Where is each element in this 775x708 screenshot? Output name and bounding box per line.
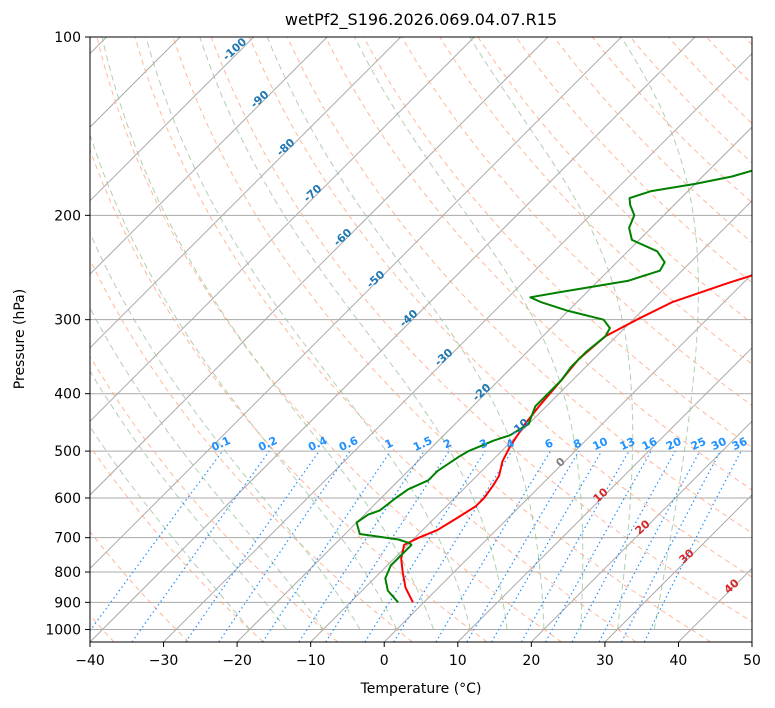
moist-adiabat-line <box>90 231 361 630</box>
mixing-ratio-label: 30 <box>709 435 729 453</box>
x-tick-label: 20 <box>522 653 540 669</box>
x-tick-label: 0 <box>380 653 389 669</box>
mixing-ratio-line <box>325 450 450 642</box>
isotherm-line <box>604 494 752 642</box>
moist-adiabat-line <box>90 370 287 630</box>
dry-adiabat-line <box>439 37 752 365</box>
moist-adiabat-line <box>145 37 471 630</box>
dry-adiabat-line <box>172 37 712 642</box>
mixing-ratio-label: 36 <box>730 435 750 453</box>
isotherm-line <box>530 420 752 642</box>
dry-adiabat-line <box>96 37 562 642</box>
y-tick-label: 600 <box>54 491 81 507</box>
x-axis-title: Temperature (°C) <box>360 681 482 697</box>
isotherm-line <box>457 347 752 642</box>
isotherm-line <box>90 37 328 275</box>
background-lines <box>90 37 752 642</box>
isotherm-line <box>163 52 752 642</box>
x-tick-label: −30 <box>149 653 179 669</box>
mixing-ratio-label: 25 <box>689 435 708 453</box>
isotherm-line <box>236 126 752 642</box>
isotherm-line <box>90 37 549 496</box>
moist-adiabat-line <box>90 133 398 630</box>
isotherm-line <box>90 37 475 423</box>
dry-adiabat-line <box>90 258 413 642</box>
x-tick-label: 50 <box>743 653 761 669</box>
dry-adiabat-line <box>401 37 752 407</box>
y-tick-label: 300 <box>54 313 81 329</box>
sounding-profiles <box>355 169 752 603</box>
mixing-ratio-line <box>131 450 270 642</box>
isotherm-line <box>90 37 622 570</box>
isotherm-line <box>90 37 255 202</box>
y-tick-label: 500 <box>54 444 81 460</box>
axes: −40 −30 −20 −10 0 10 20 30 40 50 100 200 300 400 500 60… <box>45 30 761 669</box>
mixing-ratio-line <box>298 450 425 642</box>
chart-title: wetPf2_S196.2026.069.04.07.R15 <box>285 10 557 30</box>
dry-adiabat-line <box>286 37 752 534</box>
moist-adiabat-line <box>101 37 435 630</box>
y-tick-label: 400 <box>54 387 81 403</box>
moist-adiabat-line <box>354 37 584 630</box>
y-tick-label: 1000 <box>45 622 81 638</box>
plot-frame <box>89 36 753 643</box>
moist-adiabat-line <box>469 37 634 630</box>
plot-area <box>90 37 752 642</box>
mixing-ratio-label: 20 <box>664 435 684 453</box>
mixing-ratio-line <box>218 450 351 642</box>
x-tick-label: 30 <box>596 653 614 669</box>
moist-adiabat-line <box>199 37 508 630</box>
moist-adiabat-line <box>620 37 699 630</box>
x-tick-label: −20 <box>222 653 252 669</box>
mixing-ratio-line <box>185 450 320 642</box>
dry-adiabat-line <box>210 37 752 623</box>
y-tick-label: 800 <box>54 565 81 581</box>
x-tick-label: −40 <box>75 653 105 669</box>
dry-adiabat-line <box>90 531 190 642</box>
x-tick-label: 10 <box>449 653 467 669</box>
dry-adiabat-line <box>134 37 637 642</box>
mixing-ratio-line <box>466 450 580 642</box>
x-tick-label: −10 <box>296 653 326 669</box>
y-tick-label: 900 <box>54 595 81 611</box>
dry-adiabat-line <box>515 37 752 284</box>
y-tick-label: 100 <box>54 30 81 46</box>
mixing-ratio-line <box>262 450 392 642</box>
dry-adiabat-line <box>90 148 488 642</box>
moist-adiabat-line <box>90 307 324 630</box>
isotherm-line <box>751 641 752 642</box>
mixing-ratio-label: 13 <box>618 435 637 453</box>
mixing-ratio-line <box>364 450 486 642</box>
moist-adiabat-line <box>90 425 251 630</box>
mixing-ratio-label: 10 <box>590 435 610 453</box>
mixing-ratio-line <box>435 450 552 642</box>
dry-adiabat-line <box>90 445 264 642</box>
mixing-ratio-label: 16 <box>640 435 660 453</box>
dry-adiabat-line <box>248 37 752 578</box>
isotherm-line <box>383 273 752 642</box>
dewpoint-profile-line <box>355 169 752 603</box>
isotherm-line <box>90 37 402 349</box>
y-axis-title: Pressure (hPa) <box>12 289 28 389</box>
y-tick-label: 700 <box>54 531 81 547</box>
mixing-ratio-line <box>571 450 676 642</box>
mixing-ratio-line <box>598 450 701 642</box>
isotherm-line <box>90 37 696 642</box>
mixing-ratio-line <box>393 450 513 642</box>
x-tick-label: 40 <box>670 653 688 669</box>
moist-adiabat-line <box>266 37 545 630</box>
y-tick-label: 200 <box>54 208 81 224</box>
